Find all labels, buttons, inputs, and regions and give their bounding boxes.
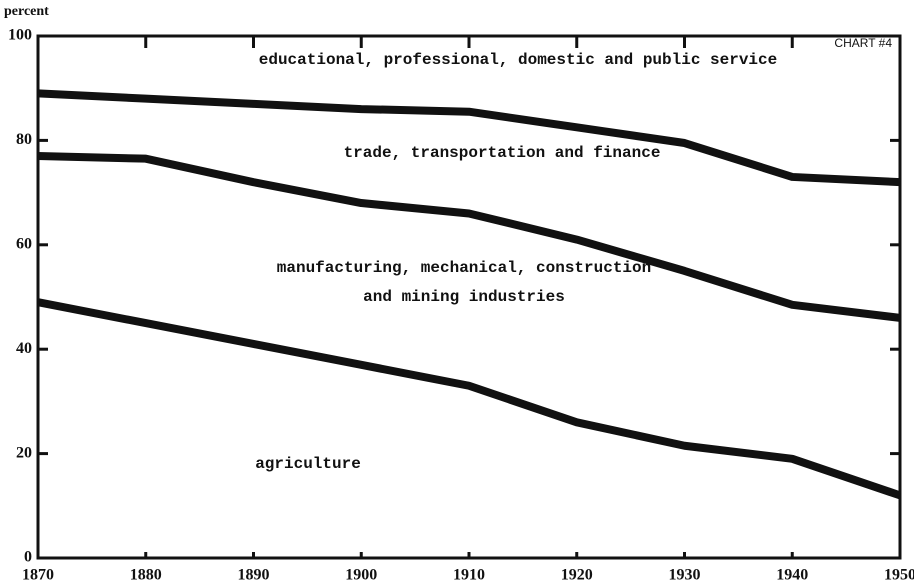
x-tick-label: 1930 bbox=[669, 567, 701, 584]
x-tick-label: 1900 bbox=[345, 567, 377, 584]
series-label: manufacturing, mechanical, construction … bbox=[276, 259, 652, 306]
x-tick-label: 1890 bbox=[238, 567, 270, 584]
x-tick-label: 1940 bbox=[776, 567, 808, 584]
x-tick-label: 1910 bbox=[453, 567, 485, 584]
series-label: trade, transportation and finance bbox=[343, 144, 661, 162]
y-axis-label: percent bbox=[4, 4, 49, 19]
y-tick-label: 60 bbox=[16, 235, 32, 252]
series-line bbox=[37, 89, 901, 187]
y-tick-label: 40 bbox=[16, 340, 32, 357]
series-label: agriculture bbox=[255, 455, 361, 473]
series-label: educational, professional, domestic and … bbox=[258, 51, 778, 69]
y-tick-label: 20 bbox=[16, 444, 32, 461]
x-tick-label: 1870 bbox=[22, 567, 54, 584]
y-tick-label: 0 bbox=[24, 549, 32, 566]
series-line bbox=[37, 152, 901, 322]
x-tick-label: 1950 bbox=[884, 567, 914, 584]
y-tick-label: 80 bbox=[16, 131, 32, 148]
annotation: CHART #4 bbox=[834, 36, 892, 50]
x-tick-label: 1880 bbox=[130, 567, 162, 584]
y-tick-label: 100 bbox=[8, 27, 32, 44]
x-tick-label: 1920 bbox=[561, 567, 593, 584]
series-line bbox=[37, 298, 902, 500]
